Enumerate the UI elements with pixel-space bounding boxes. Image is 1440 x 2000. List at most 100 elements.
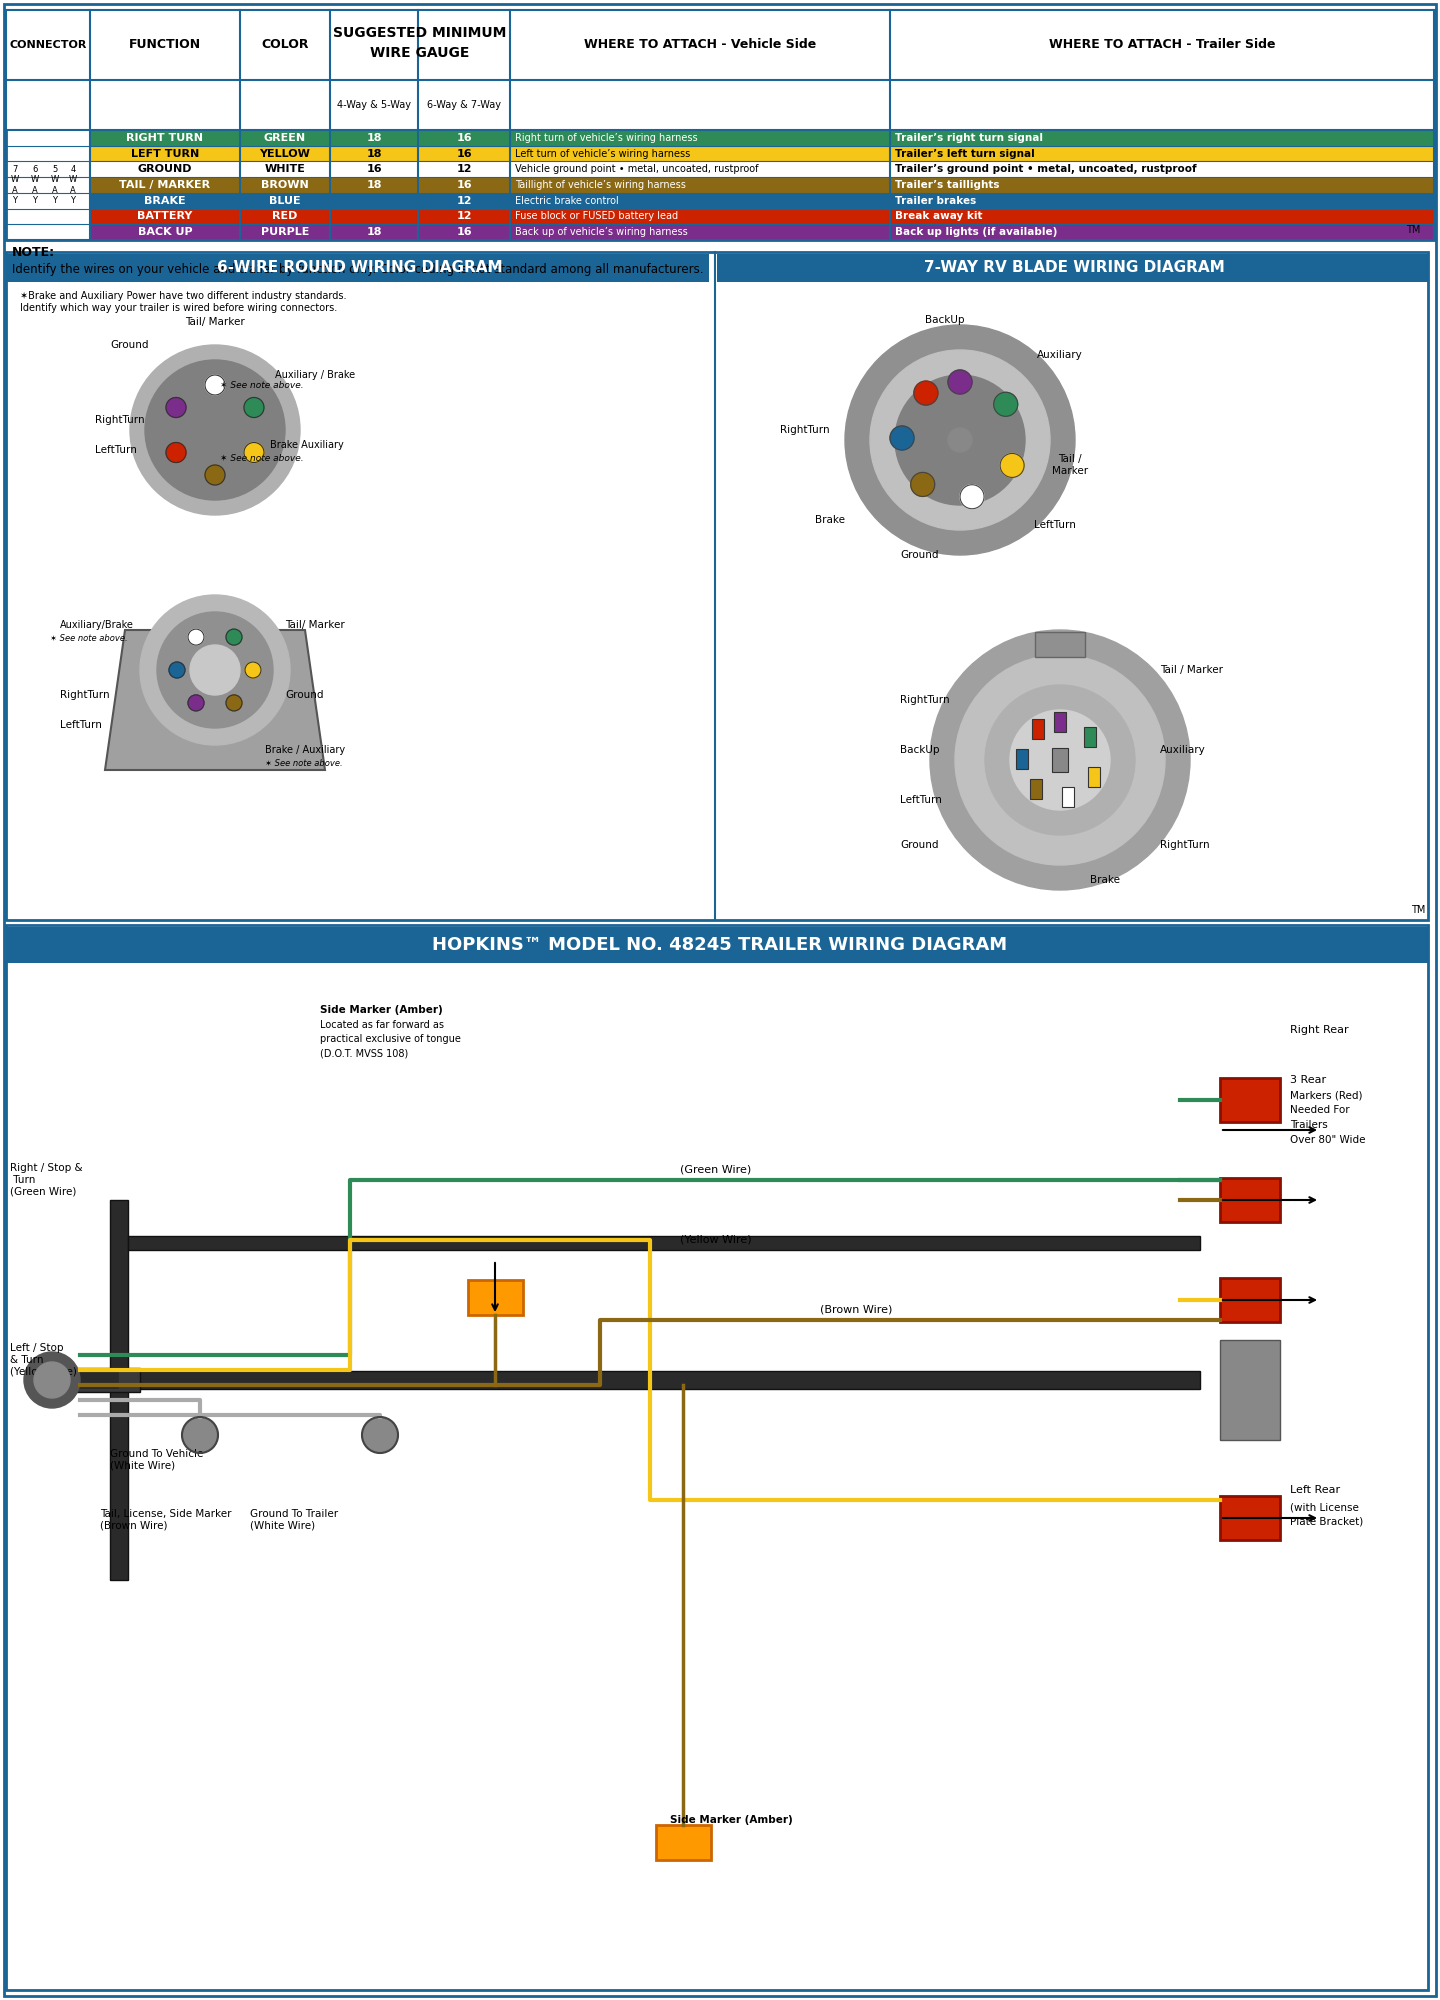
Text: Ground: Ground: [285, 690, 324, 700]
Text: Auxiliary / Brake: Auxiliary / Brake: [275, 370, 356, 380]
Text: Back up lights (if available): Back up lights (if available): [896, 228, 1057, 238]
Text: 4
W
A
Y: 4 W A Y: [69, 164, 78, 206]
Circle shape: [181, 1416, 217, 1452]
Text: ✶ See note above.: ✶ See note above.: [50, 634, 128, 642]
FancyBboxPatch shape: [1220, 1078, 1280, 1122]
Circle shape: [1009, 710, 1110, 810]
FancyBboxPatch shape: [6, 20, 89, 130]
Text: Needed For: Needed For: [1290, 1104, 1349, 1116]
Text: BACK UP: BACK UP: [138, 228, 193, 238]
Text: Over 80" Wide: Over 80" Wide: [1290, 1136, 1365, 1144]
Text: RightTurn: RightTurn: [95, 416, 144, 426]
Text: LeftTurn: LeftTurn: [1034, 520, 1076, 530]
Text: Located as far forward as: Located as far forward as: [320, 1020, 444, 1030]
FancyBboxPatch shape: [1220, 1178, 1280, 1222]
Text: WHITE: WHITE: [265, 164, 305, 174]
FancyBboxPatch shape: [6, 928, 1428, 964]
Text: 18: 18: [366, 148, 382, 158]
FancyBboxPatch shape: [510, 162, 890, 178]
Text: WHERE TO ATTACH - Trailer Side: WHERE TO ATTACH - Trailer Side: [1048, 38, 1276, 52]
Text: Ground To Vehicle
(White Wire): Ground To Vehicle (White Wire): [109, 1450, 203, 1470]
Text: Auxiliary/Brake: Auxiliary/Brake: [60, 620, 134, 630]
FancyBboxPatch shape: [1030, 780, 1041, 800]
Text: BLUE: BLUE: [269, 196, 301, 206]
Circle shape: [994, 392, 1018, 416]
Text: Right / Stop &
 Turn
(Green Wire): Right / Stop & Turn (Green Wire): [10, 1164, 82, 1196]
Text: TM: TM: [1405, 224, 1420, 234]
FancyBboxPatch shape: [890, 130, 1434, 146]
Circle shape: [243, 398, 264, 418]
Circle shape: [960, 484, 984, 508]
FancyBboxPatch shape: [1035, 632, 1084, 656]
Text: Trailer’s taillights: Trailer’s taillights: [896, 180, 999, 190]
Text: GROUND: GROUND: [138, 164, 193, 174]
Text: ✶ See note above.: ✶ See note above.: [220, 380, 304, 390]
FancyBboxPatch shape: [89, 146, 510, 162]
FancyBboxPatch shape: [1031, 720, 1044, 740]
Text: Left turn of vehicle’s wiring harness: Left turn of vehicle’s wiring harness: [516, 148, 690, 158]
Text: Right turn of vehicle’s wiring harness: Right turn of vehicle’s wiring harness: [516, 132, 697, 142]
FancyBboxPatch shape: [1220, 1278, 1280, 1322]
Text: Break away kit: Break away kit: [896, 212, 982, 222]
FancyBboxPatch shape: [6, 924, 1428, 1990]
Text: CONNECTOR: CONNECTOR: [9, 40, 86, 50]
Text: 16: 16: [456, 148, 472, 158]
FancyBboxPatch shape: [1220, 1340, 1280, 1440]
Text: COLOR: COLOR: [261, 38, 308, 52]
FancyBboxPatch shape: [890, 224, 1434, 240]
FancyBboxPatch shape: [6, 10, 1434, 240]
Text: LeftTurn: LeftTurn: [900, 794, 942, 804]
Text: (with License: (with License: [1290, 1502, 1359, 1512]
Circle shape: [140, 596, 289, 744]
Circle shape: [166, 442, 186, 462]
Circle shape: [245, 662, 261, 678]
Circle shape: [930, 630, 1189, 890]
Circle shape: [914, 382, 937, 406]
Circle shape: [130, 344, 300, 514]
Text: 12: 12: [456, 212, 472, 222]
Text: 16: 16: [456, 180, 472, 190]
FancyBboxPatch shape: [1089, 766, 1100, 786]
FancyBboxPatch shape: [1061, 788, 1074, 808]
Circle shape: [955, 656, 1165, 864]
FancyBboxPatch shape: [890, 192, 1434, 208]
Circle shape: [910, 472, 935, 496]
Text: RightTurn: RightTurn: [900, 696, 949, 706]
Text: Trailers: Trailers: [1290, 1120, 1328, 1130]
FancyBboxPatch shape: [89, 208, 510, 224]
FancyBboxPatch shape: [1017, 748, 1028, 768]
Text: (Yellow Wire): (Yellow Wire): [680, 1234, 752, 1244]
Text: RIGHT TURN: RIGHT TURN: [127, 132, 203, 142]
FancyBboxPatch shape: [60, 1368, 140, 1392]
Text: Fuse block or FUSED battery lead: Fuse block or FUSED battery lead: [516, 212, 678, 222]
Text: Identify the wires on your vehicle and trailer by function only. Color coding is: Identify the wires on your vehicle and t…: [12, 264, 704, 276]
FancyBboxPatch shape: [6, 254, 708, 282]
Text: Side Marker (Amber): Side Marker (Amber): [670, 1816, 793, 1824]
FancyBboxPatch shape: [468, 1280, 523, 1316]
Text: 18: 18: [366, 228, 382, 238]
FancyBboxPatch shape: [510, 130, 890, 146]
Text: Tail/ Marker: Tail/ Marker: [184, 316, 245, 326]
FancyBboxPatch shape: [510, 208, 890, 224]
Text: LeftTurn: LeftTurn: [95, 446, 137, 456]
Text: NOTE:: NOTE:: [12, 246, 55, 258]
Text: SUGGESTED MINIMUM: SUGGESTED MINIMUM: [333, 26, 507, 40]
Text: Tail / Marker: Tail / Marker: [1161, 664, 1223, 676]
Text: Trailer’s right turn signal: Trailer’s right turn signal: [896, 132, 1043, 142]
Text: BackUp: BackUp: [926, 314, 965, 324]
Text: Brake: Brake: [815, 514, 845, 524]
Circle shape: [190, 644, 240, 696]
FancyBboxPatch shape: [89, 130, 510, 146]
Text: 5
W
A
Y: 5 W A Y: [50, 164, 59, 206]
Text: Ground To Trailer
(White Wire): Ground To Trailer (White Wire): [251, 1510, 338, 1530]
FancyBboxPatch shape: [717, 254, 1428, 282]
FancyBboxPatch shape: [890, 146, 1434, 162]
Text: Electric brake control: Electric brake control: [516, 196, 619, 206]
Text: Auxiliary: Auxiliary: [1161, 744, 1205, 754]
Circle shape: [896, 376, 1025, 504]
Text: 6
W
A
Y: 6 W A Y: [30, 164, 39, 206]
Text: 3 Rear: 3 Rear: [1290, 1076, 1326, 1084]
Circle shape: [948, 370, 972, 394]
Circle shape: [1001, 454, 1024, 478]
FancyBboxPatch shape: [1053, 748, 1068, 772]
